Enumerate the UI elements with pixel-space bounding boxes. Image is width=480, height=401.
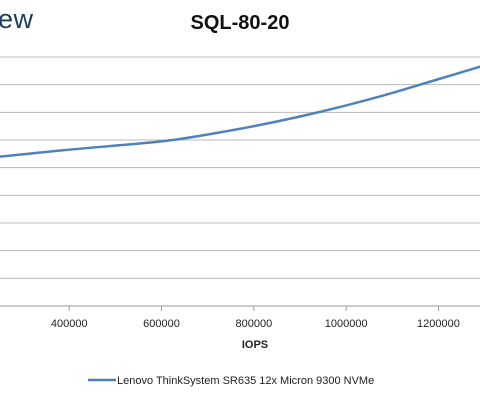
legend-entry: Lenovo ThinkSystem SR635 12x Micron 9300… [117,375,374,387]
series-line [0,65,480,158]
chart-title: SQL-80-20 [190,12,290,34]
x-tick-label: 600000 [143,318,180,330]
gridlines [0,56,480,307]
x-axis-label: IOPS [242,339,268,351]
legend: Lenovo ThinkSystem SR635 12x Micron 9300… [88,375,374,387]
x-tick-label: 1200000 [417,318,460,330]
series-lines [0,65,480,158]
x-tick-label: 400000 [51,318,88,330]
x-tick-label: 1000000 [325,318,368,330]
x-tick-label: 800000 [235,318,272,330]
x-axis-ticks: 400000 600000 800000 1000000 1200000 [51,306,460,330]
brand-logo-text: ew [0,4,34,34]
